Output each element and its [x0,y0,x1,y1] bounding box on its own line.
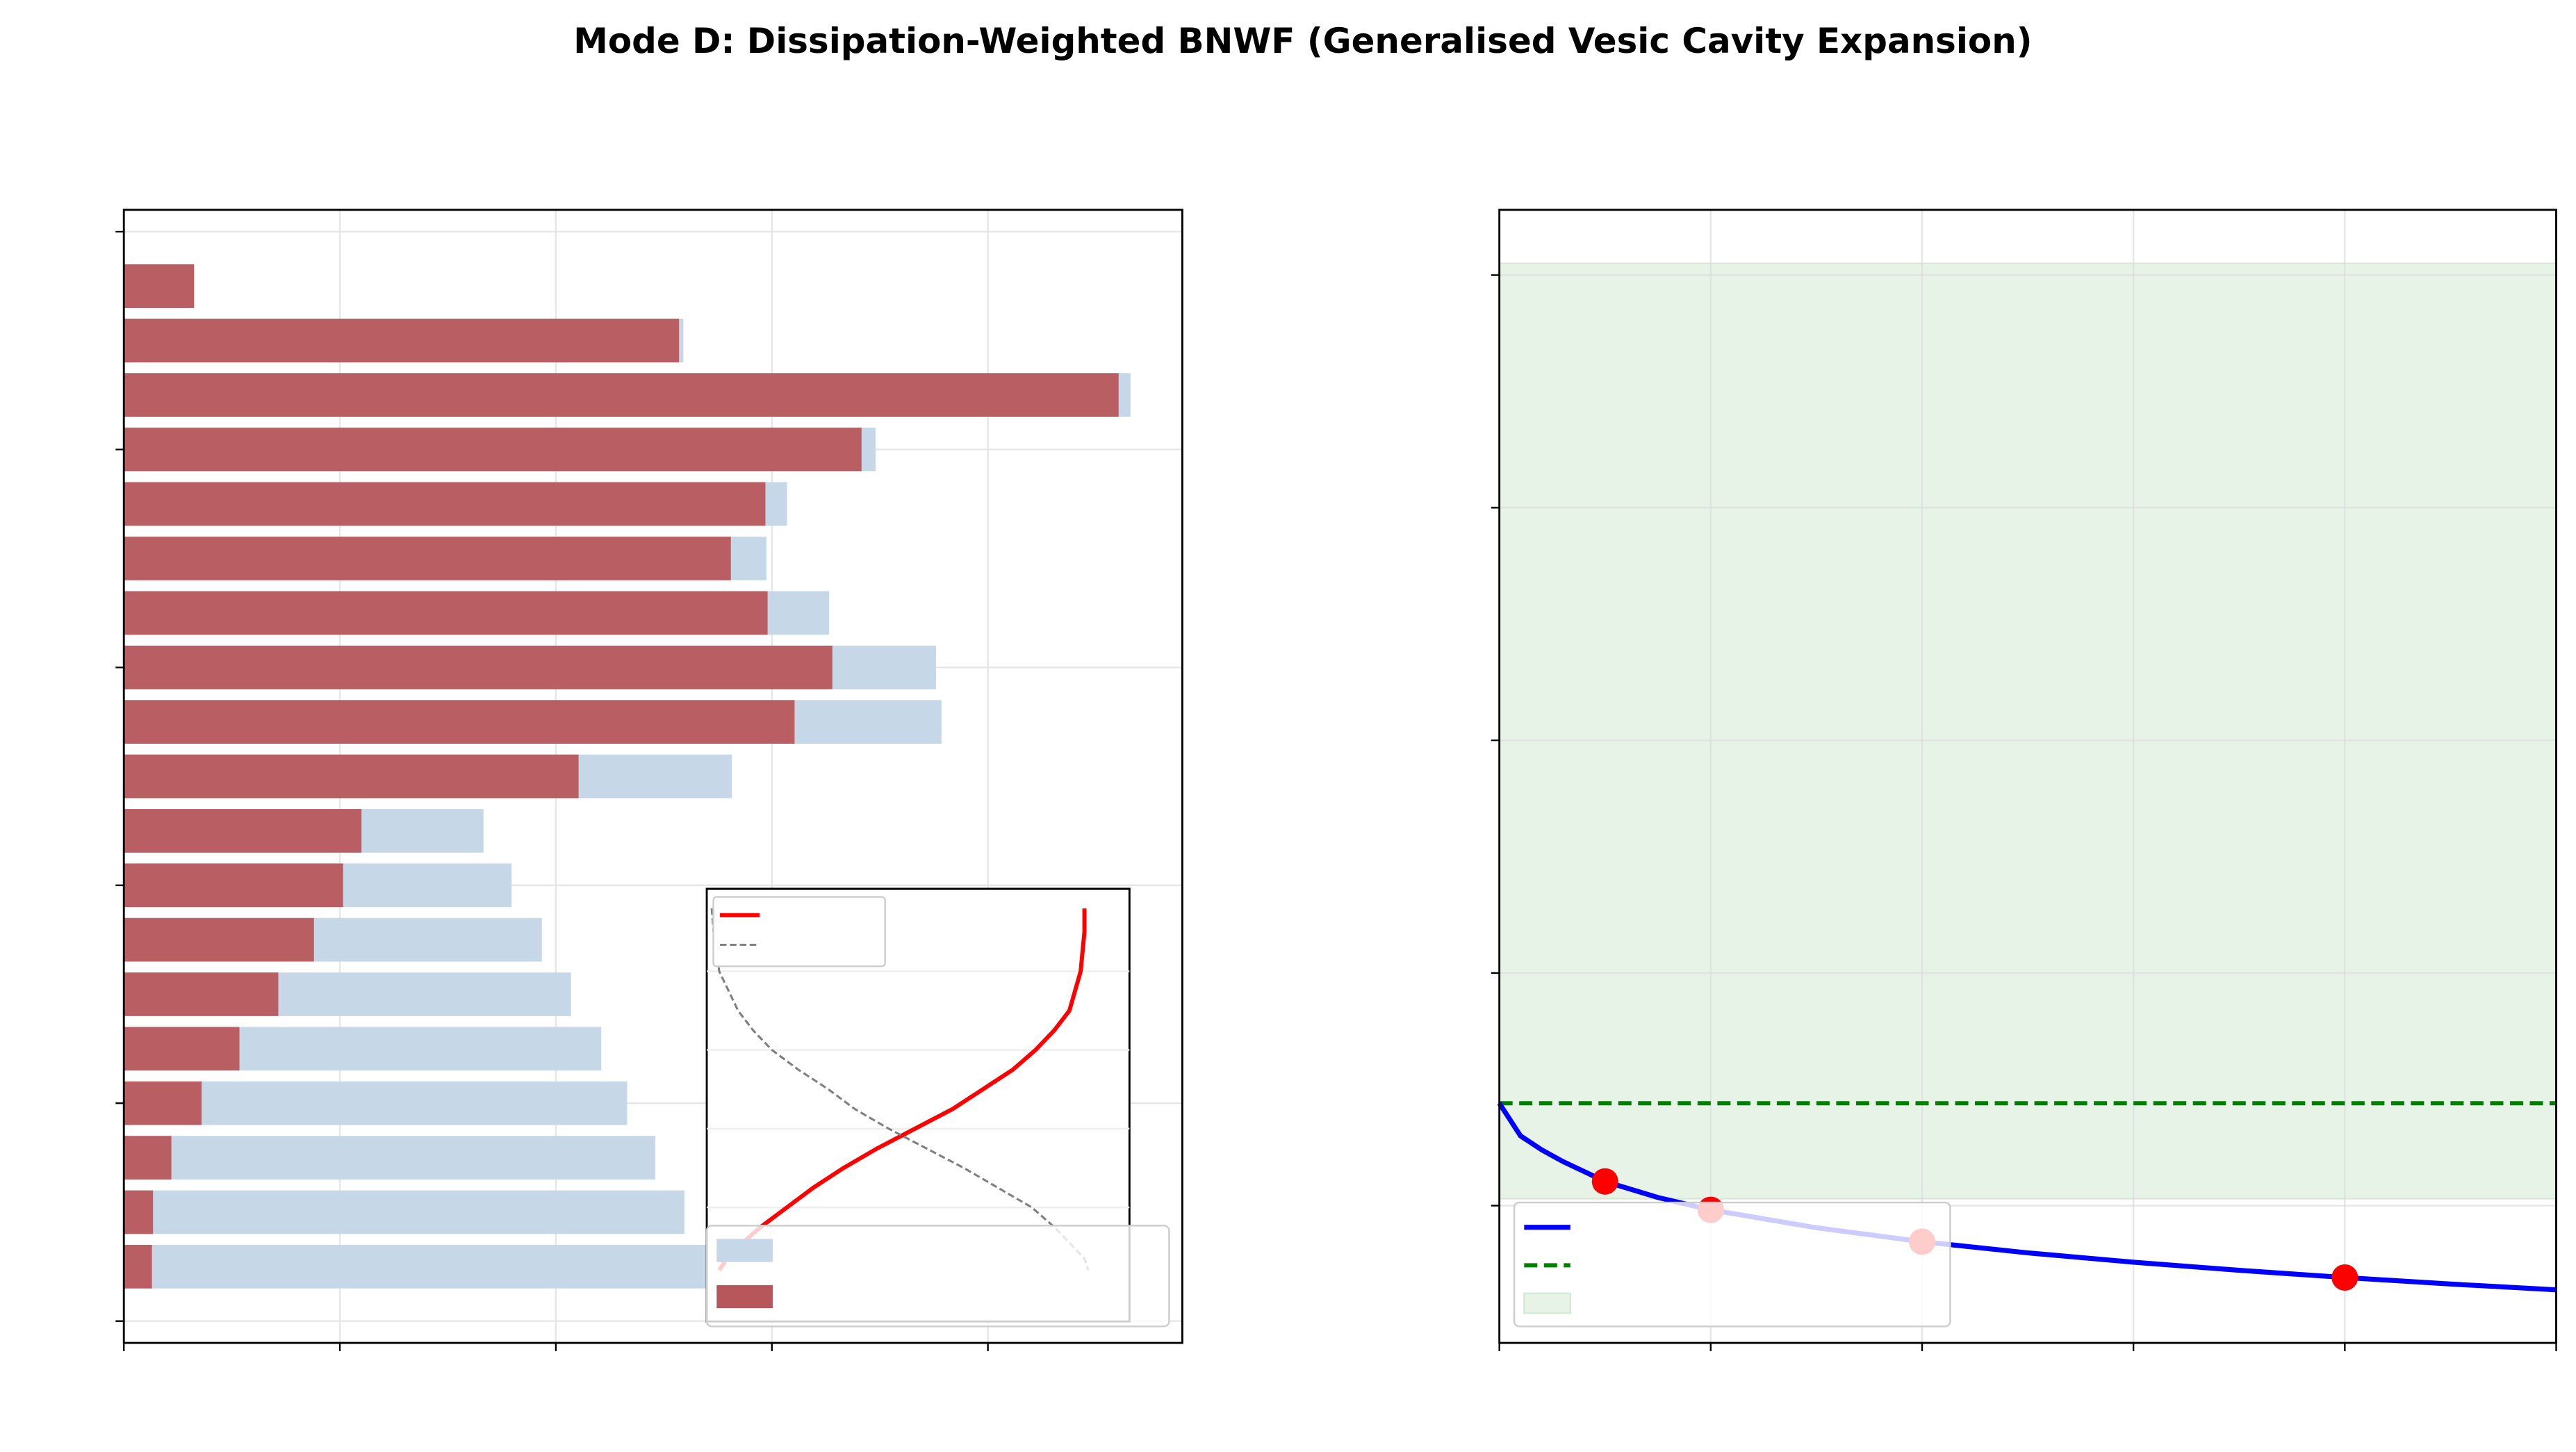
inset-legend [712,896,886,968]
mode-d-bar [124,808,362,853]
mode-d-bar [124,427,862,472]
mode-d-bar [124,1081,202,1125]
calibration-point [2331,1264,2358,1291]
stiffness-profile-chart [115,209,1183,1351]
mode-d-bar [124,1136,172,1180]
plot-frame [122,209,1183,1344]
calibration-point [1591,1168,1618,1195]
mode-d-bar [124,373,1119,417]
legend [705,1225,1170,1328]
legend-swatch [1523,1292,1572,1314]
mode-d-bar [124,917,314,962]
mode-c-bar [124,1190,684,1234]
mode-c-bar [124,1244,719,1289]
mode-d-bar [124,754,579,799]
mode-d-bar [124,1244,152,1289]
plot-frame [1498,209,2557,1344]
mode-c-bar [124,1081,627,1125]
mode-c-bar [124,1136,655,1180]
mode-d-bar [124,863,343,908]
mode-d-bar [124,1190,154,1234]
legend [1513,1201,1951,1328]
mode-d-bar [124,537,731,580]
mode-d-bar [124,700,795,744]
mode-d-bar [124,972,279,1016]
mode-d-bar [124,318,680,363]
mode-d-bar [124,591,768,635]
legend-swatch [716,1239,773,1262]
mode-d-bar [124,1027,240,1071]
mode-d-bar [124,264,195,308]
legend-swatch [716,1284,773,1309]
soft-stiff-band [1498,262,2557,1200]
calibration-chart [1491,209,2557,1351]
mode-d-bar [124,645,832,690]
mode-d-bar [124,482,766,526]
figure-title: Mode D: Dissipation-Weighted BNWF (Gener… [573,21,2032,61]
